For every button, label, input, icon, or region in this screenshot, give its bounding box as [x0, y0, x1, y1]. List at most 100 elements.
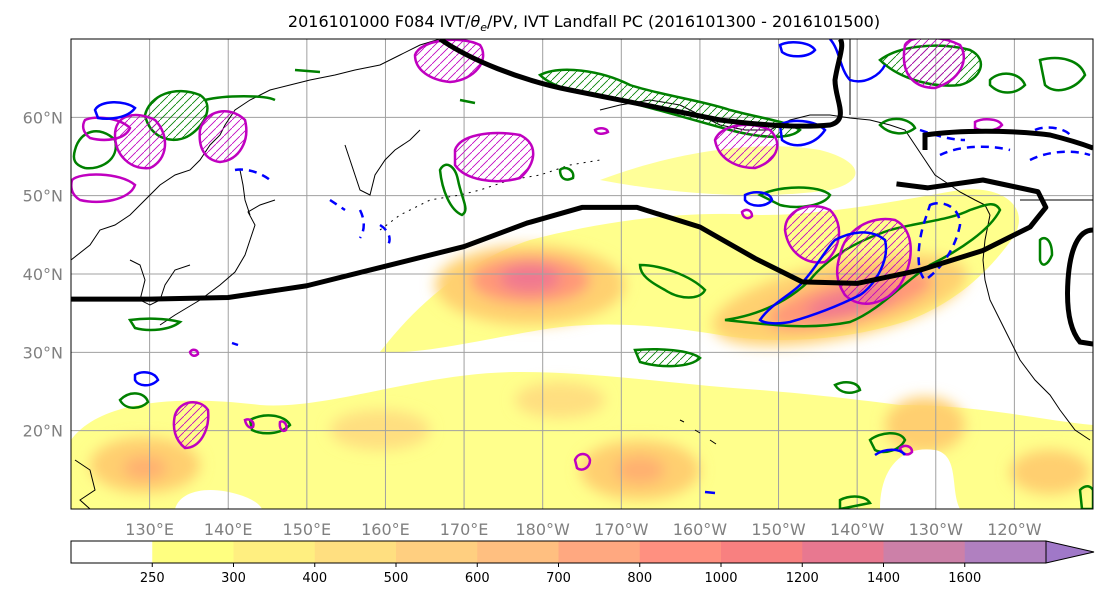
theta-pos-19 — [243, 418, 255, 429]
border-canada — [849, 39, 1093, 201]
theta-neg-2 — [778, 119, 827, 147]
ivt-clear-1 — [880, 449, 960, 509]
theta-neg-8 — [133, 371, 160, 387]
theta-neg-3 — [758, 231, 888, 325]
colorbar-label: 1400 — [867, 571, 900, 586]
theta-neg-5 — [234, 168, 391, 246]
theta-pos-4 — [71, 173, 137, 204]
pv-contour-8 — [438, 163, 467, 217]
colorbar-segment — [152, 541, 234, 563]
lon-label: 180°W — [516, 520, 571, 539]
ivt-core-g — [330, 410, 430, 450]
pv-contour-18 — [878, 117, 917, 135]
coast-aleutians — [379, 159, 601, 231]
colorbar-segment — [964, 541, 1047, 563]
lon-label: 140°E — [204, 520, 253, 539]
pv-contour-17 — [988, 72, 1027, 94]
map-content — [71, 39, 1093, 509]
ivt-band-south — [71, 372, 1093, 509]
theta-neg-7 — [919, 128, 1091, 162]
colorbar-label: 500 — [384, 571, 409, 586]
colorbar-segment — [477, 541, 559, 563]
pv-contour-12 — [248, 414, 292, 435]
colorbar-segment — [639, 541, 722, 563]
coast-kamchatka — [344, 129, 421, 196]
pv-contour-13 — [118, 392, 150, 409]
pv-contour-15 — [204, 68, 476, 105]
lon-label: 160°E — [361, 520, 410, 539]
theta-pos-17 — [188, 348, 200, 357]
colorbar-label: 1200 — [786, 571, 819, 586]
theta-pos-12 — [573, 452, 592, 471]
lon-label: 130°E — [125, 520, 174, 539]
theta-neg-9 — [778, 39, 887, 83]
colorbar-label: 400 — [302, 571, 327, 586]
colorbar-segment — [314, 541, 397, 563]
lon-label: 120°W — [987, 520, 1042, 539]
theta-pos-7 — [713, 123, 779, 170]
colorbar-label: 300 — [221, 571, 246, 586]
coast-korea — [129, 259, 191, 306]
pv-contour-16 — [1038, 236, 1054, 266]
theta-pos-18 — [278, 420, 288, 433]
pv-contour-22 — [833, 381, 862, 394]
theta-neg-13 — [231, 341, 239, 347]
pv-contour-20 — [1078, 485, 1093, 509]
colorbar: 250 300 400 500 600 700 800 1000 1200 1400 1600 — [70, 540, 1095, 586]
colorbar-segment — [802, 541, 884, 563]
pc-contour-ne — [922, 128, 1093, 151]
coast-japan — [159, 199, 276, 326]
ivt-clear-2 — [175, 489, 262, 509]
coast-philippines — [74, 459, 96, 509]
theta-pos-5 — [453, 131, 535, 183]
map-title: 2016101000 F084 IVT/θe/PV, IVT Landfall … — [288, 12, 880, 34]
colorbar-segment — [71, 541, 153, 563]
lon-label: 130°W — [909, 520, 964, 539]
pv-contour-14 — [127, 317, 183, 332]
lon-label: 140°W — [830, 520, 885, 539]
theta-pos-16 — [740, 208, 754, 220]
pv-contour-6 — [757, 186, 832, 209]
pc-zero-contour — [71, 177, 1049, 302]
ivt-core-c2 — [123, 456, 167, 480]
colorbar-segment — [883, 541, 966, 563]
theta-neg-contours — [93, 39, 1091, 495]
colorbar-extension — [1045, 540, 1095, 564]
colorbar-label: 600 — [465, 571, 490, 586]
longitude-labels: 130°E 140°E 150°E 160°E 170°E 180°W 170°W 160°W… — [125, 520, 1041, 539]
colorbar-segment — [721, 541, 803, 563]
ivt-core-d2 — [615, 456, 665, 484]
theta-neg-11 — [874, 448, 907, 457]
lat-label: 60°N — [23, 108, 63, 127]
pc-contour-north — [438, 39, 845, 129]
lon-label: 170°W — [594, 520, 649, 539]
pv-contour-10 — [633, 348, 702, 368]
colorbar-label: 1000 — [704, 571, 737, 586]
latitude-labels: 60°N 50°N 40°N 30°N 20°N — [23, 108, 63, 440]
pv-contour-5 — [1038, 56, 1087, 92]
lat-label: 40°N — [23, 265, 63, 284]
pc-contour-east — [1065, 227, 1093, 347]
pv-contour-21 — [558, 166, 575, 181]
colorbar-label: 250 — [140, 571, 165, 586]
lat-label: 20°N — [23, 422, 63, 441]
theta-pos-10 — [902, 39, 966, 90]
coast-westus — [982, 214, 1091, 441]
pv-contour-7 — [724, 203, 1002, 328]
ivt-core-a3 — [500, 264, 560, 292]
ivt-core-f — [1010, 450, 1090, 494]
colorbar-segment — [233, 541, 316, 563]
colorbar-label: 700 — [546, 571, 571, 586]
lon-label: 150°W — [751, 520, 806, 539]
ivt-core-h — [515, 382, 605, 418]
theta-neg-4 — [743, 191, 774, 207]
theta-pos-8 — [783, 204, 841, 264]
colorbar-segment — [396, 541, 478, 563]
theta-pos-2 — [198, 110, 248, 164]
pv-contour-9 — [638, 263, 707, 299]
theta-neg-1 — [93, 101, 137, 120]
theta-pos-1 — [113, 113, 167, 170]
lon-label: 170°E — [440, 520, 489, 539]
theta-neg-12 — [704, 490, 716, 495]
